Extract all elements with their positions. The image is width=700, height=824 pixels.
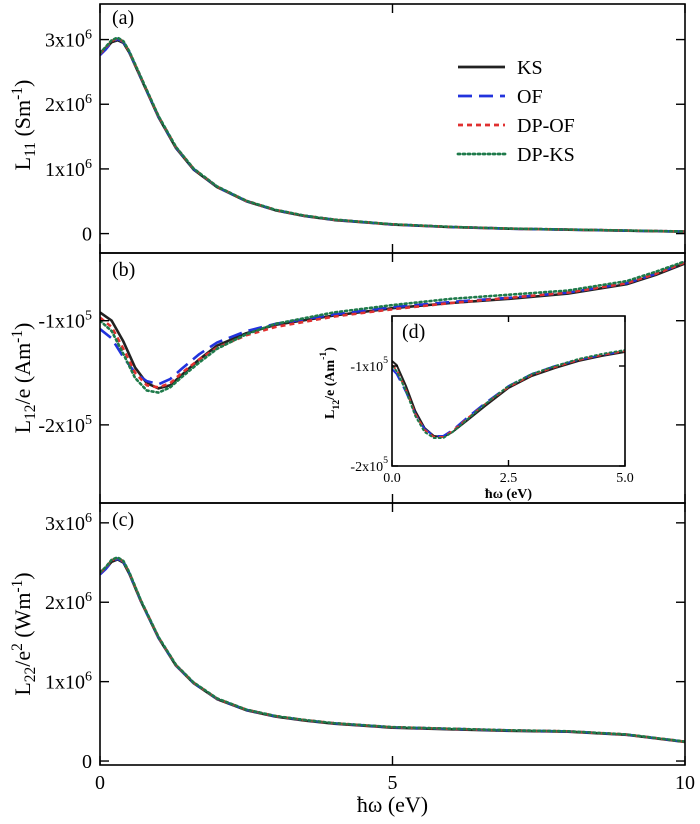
panel-tag: (d) xyxy=(402,321,425,343)
y-tick-label: -2x105​ xyxy=(350,455,388,475)
y-tick-label: -1x105​ xyxy=(350,355,388,375)
legend-label-ks: KS xyxy=(517,57,543,79)
legend: KS OF DP-OF DP-KS xyxy=(456,57,575,166)
series-dp-ks-line xyxy=(100,36,685,233)
series-of-line xyxy=(100,37,685,233)
y-axis-label: L12/e (Am-1) xyxy=(318,347,342,419)
panel-tag: (a) xyxy=(112,7,134,29)
series-group xyxy=(100,36,685,233)
series-of-line xyxy=(100,557,685,744)
series-dp-ks-line xyxy=(100,556,685,743)
panel-tag: (c) xyxy=(112,509,134,531)
legend-label-dp-ks: DP-KS xyxy=(517,144,575,166)
series-dp-of-line xyxy=(100,36,685,233)
series-dp-ks-line xyxy=(392,349,625,439)
y-tick-label: 1x106​ xyxy=(45,157,92,181)
y-tick-label: 3x106​ xyxy=(45,28,92,52)
x-axis-label: ħω (eV) xyxy=(485,487,533,502)
y-axis-label: L12/e (Am-1) xyxy=(9,323,39,434)
series-group xyxy=(100,556,685,744)
x-tick-label: 10 xyxy=(675,772,695,794)
series-dp-ks-line xyxy=(100,260,685,394)
y-axis-label: L22/e2 (Wm-1) xyxy=(9,572,39,695)
panel-tag: (b) xyxy=(112,259,135,281)
y-tick-label: 2x106​ xyxy=(45,590,92,614)
legend-label-of: OF xyxy=(517,86,543,108)
series-group xyxy=(100,260,685,394)
y-tick-label: -1x105​ xyxy=(38,309,92,333)
plot-frame xyxy=(99,502,686,766)
panel-d: -1x105​ -2x105​0.0 2.5 5.0 (d) L12/e (Am-1) ħω… xyxy=(318,315,634,502)
x-tick-label: 5 xyxy=(388,772,398,794)
y-tick-label: 3x106​ xyxy=(45,511,92,535)
x-tick-label: 0 xyxy=(95,772,105,794)
y-axis-label: L11 (Sm-1) xyxy=(9,80,39,171)
series-dp-of-line xyxy=(100,556,685,743)
legend-label-dp-of: DP-OF xyxy=(517,115,575,137)
series-ks-line xyxy=(100,558,685,744)
x-tick-label: 2.5 xyxy=(500,471,518,486)
series-ks-line xyxy=(100,38,685,233)
series-group xyxy=(392,349,625,439)
series-of-line xyxy=(100,261,685,386)
y-tick-label: 0 xyxy=(82,224,92,246)
x-tick-label: 0.0 xyxy=(383,471,401,486)
plot-frame xyxy=(99,3,686,254)
y-tick-label: 1x106​ xyxy=(45,670,92,694)
panel-a: 0 1x106​ 2x106​ 3x106​ (a) L11 (Sm-1) xyxy=(9,3,686,254)
x-tick-label: 5.0 xyxy=(616,471,634,486)
y-tick-label: -2x105​ xyxy=(38,413,92,437)
y-tick-label: 0 xyxy=(82,751,92,773)
panel-c: 0 1x106​ 2x106​ 3x106​ 0 5 10 (c) L22/e2 (Wm-1) ħ… xyxy=(9,502,695,817)
y-tick-label: 2x106​ xyxy=(45,92,92,116)
x-axis-label: ħω (eV) xyxy=(357,792,428,817)
